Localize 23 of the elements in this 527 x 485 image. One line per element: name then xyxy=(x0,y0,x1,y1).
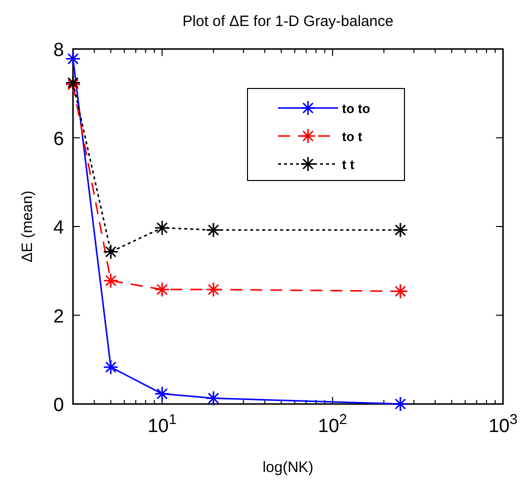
point xyxy=(154,282,170,298)
chart-title: Plot of ΔE for 1-D Gray-balance xyxy=(182,13,394,30)
y-tick-label: 0 xyxy=(53,395,64,416)
legend-label: to t xyxy=(342,128,362,144)
point xyxy=(206,222,222,238)
y-tick-label: 2 xyxy=(53,306,64,328)
y-tick-label: 4 xyxy=(53,218,64,238)
point xyxy=(206,282,222,298)
point xyxy=(154,386,170,402)
y-axis-title: ΔE (mean) xyxy=(19,190,36,262)
x-tick-label: 10$^{2}$ xyxy=(318,412,348,437)
y-tick-label: 8 xyxy=(53,40,64,61)
x-tick-label: 10$^{3}$ xyxy=(488,412,518,437)
point xyxy=(154,220,170,236)
point xyxy=(103,359,119,375)
point xyxy=(206,390,222,406)
legend-label: to to xyxy=(342,100,370,116)
y-tick-label: 6 xyxy=(53,128,64,150)
point xyxy=(103,272,119,288)
legend-label: t t xyxy=(342,156,354,172)
x-tick-label: 10$^{1}$ xyxy=(148,412,177,437)
x-axis-title: log(NK) xyxy=(262,459,314,476)
point xyxy=(103,244,119,260)
